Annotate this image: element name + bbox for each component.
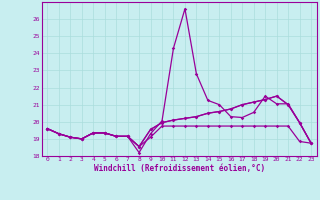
X-axis label: Windchill (Refroidissement éolien,°C): Windchill (Refroidissement éolien,°C)	[94, 164, 265, 173]
